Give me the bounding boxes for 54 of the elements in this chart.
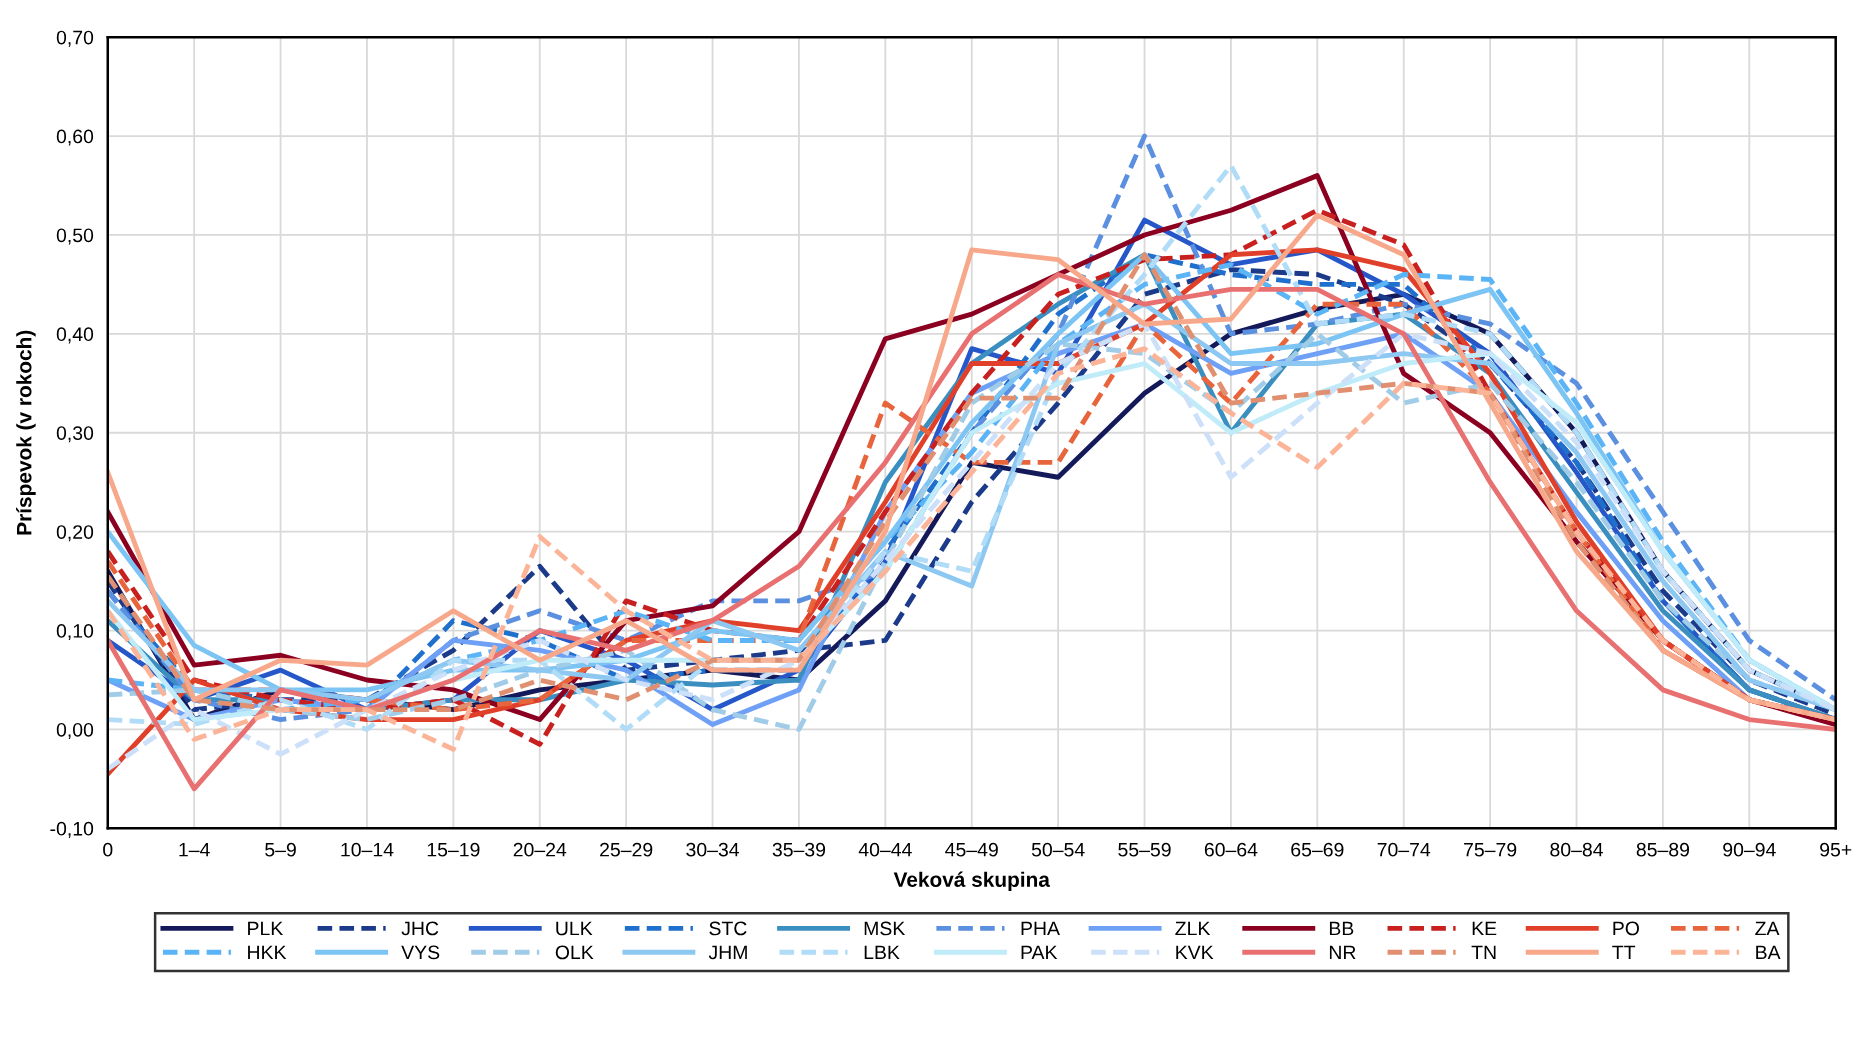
x-tick-label: 55–59 [1118, 842, 1171, 857]
y-tick-label: 0,40 [56, 327, 94, 344]
legend-label: OLK [555, 945, 594, 960]
x-tick-label: 75–79 [1464, 842, 1517, 857]
y-tick-label: 0,20 [56, 525, 94, 542]
legend-label: HKK [248, 945, 287, 960]
legend-label: BB [1329, 921, 1354, 936]
x-tick-label: 45–49 [945, 842, 998, 857]
x-tick-label: 30–34 [686, 842, 740, 857]
legend-label: ULK [556, 921, 593, 936]
x-tick-label: 40–44 [858, 842, 912, 857]
x-tick-label: 90–94 [1723, 842, 1776, 857]
x-tick-label: 80–84 [1550, 842, 1603, 857]
y-tick-label: -0,10 [50, 821, 94, 838]
x-tick-label: 15–19 [427, 842, 480, 857]
legend-label: JHC [401, 921, 439, 936]
y-tick-label: 0,00 [56, 722, 94, 739]
legend-label: TN [1471, 945, 1496, 960]
y-tick-label: 0,30 [56, 426, 94, 443]
legend-label: ZA [1755, 921, 1780, 936]
x-tick-label: 85–89 [1636, 842, 1690, 857]
legend-label: PAK [1021, 945, 1058, 960]
legend-label: PO [1613, 921, 1639, 936]
legend-label: STC [709, 921, 747, 936]
legend-label: TT [1612, 945, 1636, 960]
legend-label: KE [1472, 921, 1497, 936]
legend-label: NR [1329, 945, 1356, 960]
x-tick-label: 20–24 [513, 842, 567, 857]
x-tick-label: 70–74 [1377, 842, 1431, 857]
legend-label: ZLK [1175, 921, 1211, 936]
x-axis-title: Veková skupina [893, 871, 1051, 892]
legend-label: BA [1756, 945, 1781, 960]
x-tick-label: 10–14 [341, 842, 394, 857]
x-tick-label: 50–54 [1031, 842, 1085, 857]
x-tick-label: 35–39 [772, 842, 826, 857]
y-tick-label: 0,10 [56, 624, 94, 641]
x-tick-label: 0 [103, 842, 113, 857]
x-tick-label: 25–29 [600, 842, 653, 857]
legend-label: VYS [401, 945, 440, 960]
x-tick-label: 65–69 [1291, 842, 1344, 857]
legend-label: JHM [708, 945, 747, 960]
legend-label: MSK [864, 921, 906, 936]
y-tick-label: 0,70 [56, 30, 94, 47]
x-tick-label: 1–4 [179, 842, 210, 857]
y-axis-title: Príspevok (v rokoch) [16, 330, 36, 535]
legend-label: KVK [1176, 945, 1214, 960]
x-tick-label: 60–64 [1204, 842, 1258, 857]
x-tick-label: 95+ [1820, 842, 1852, 857]
legend-label: PLK [248, 921, 284, 936]
y-tick-label: 0,60 [56, 129, 94, 146]
x-tick-label: 5–9 [265, 842, 296, 857]
legend-label: LBK [864, 945, 900, 960]
legend-label: PHA [1021, 921, 1060, 936]
y-tick-label: 0,50 [56, 228, 94, 245]
